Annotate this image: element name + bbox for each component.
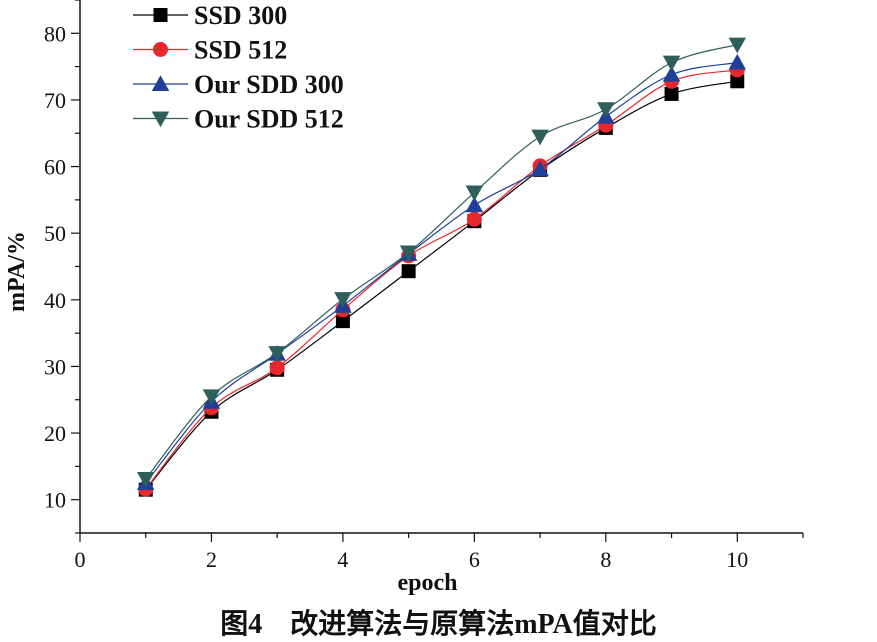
legend-marker [151, 111, 170, 128]
legend-item: Our SDD 512 [133, 105, 344, 134]
axes: 0 2 4 6 8 10 10 20 30 40 50 60 70 80 epoch mPA/% [4, 0, 804, 596]
legend-marker [153, 8, 168, 22]
legend-marker [153, 42, 168, 57]
series-line [145, 44, 738, 480]
x-tick-label: 0 [75, 547, 86, 572]
y-tick-label: 60 [44, 155, 66, 180]
data-point [728, 53, 747, 70]
series-line [145, 62, 738, 484]
x-tick-label: 8 [600, 547, 611, 572]
legend-item: Our SDD 300 [133, 70, 344, 99]
data-point [465, 196, 484, 213]
y-tick-label: 10 [44, 488, 66, 513]
x-tick-label: 4 [337, 547, 348, 572]
data-point [334, 292, 352, 308]
legend-item: SSD 300 [133, 1, 287, 30]
data-point [269, 360, 285, 376]
y-tick-label: 40 [44, 288, 66, 313]
data-point [268, 346, 286, 362]
y-tick-label: 70 [44, 88, 66, 113]
line-chart: 0 2 4 6 8 10 10 20 30 40 50 60 70 80 epoch mPA/% SSD 30… [4, 0, 804, 596]
series-1 [138, 74, 745, 497]
data-point [136, 472, 155, 488]
series-line [145, 69, 738, 490]
data-point [662, 55, 681, 72]
x-tick-label: 10 [726, 547, 748, 572]
data-point [202, 389, 221, 406]
x-axis-title: epoch [398, 570, 458, 596]
y-tick-label: 30 [44, 354, 66, 379]
data-point [531, 160, 549, 177]
legend: SSD 300 SSD 512 Our SDD 300 Our SDD 512 [133, 1, 344, 134]
series-3 [136, 53, 747, 491]
legend-label: SSD 512 [194, 36, 287, 65]
y-tick-label: 50 [44, 221, 66, 246]
series-group [136, 37, 747, 497]
legend-item: SSD 512 [133, 36, 287, 65]
data-point [531, 129, 549, 146]
legend-label: Our SDD 300 [194, 70, 344, 99]
figure-caption: 图4 改进算法与原算法mPA值对比 [220, 609, 657, 640]
y-tick-label: 80 [44, 21, 66, 46]
y-tick-label: 20 [44, 421, 66, 446]
series-4 [136, 37, 747, 488]
x-tick-label: 2 [206, 547, 217, 572]
data-point [730, 74, 745, 89]
legend-label: SSD 300 [194, 1, 287, 30]
data-point [465, 185, 484, 202]
data-point [664, 86, 679, 101]
x-tick-label: 6 [469, 547, 480, 572]
y-axis-title: mPA/% [4, 231, 30, 312]
legend-marker [151, 75, 170, 91]
data-point [662, 65, 681, 82]
data-point [728, 37, 747, 54]
data-point [401, 264, 416, 279]
data-point [335, 314, 350, 329]
data-point [597, 102, 615, 119]
series-line [145, 80, 738, 491]
data-point [466, 211, 482, 227]
legend-label: Our SDD 512 [194, 105, 344, 134]
data-point [399, 245, 418, 262]
